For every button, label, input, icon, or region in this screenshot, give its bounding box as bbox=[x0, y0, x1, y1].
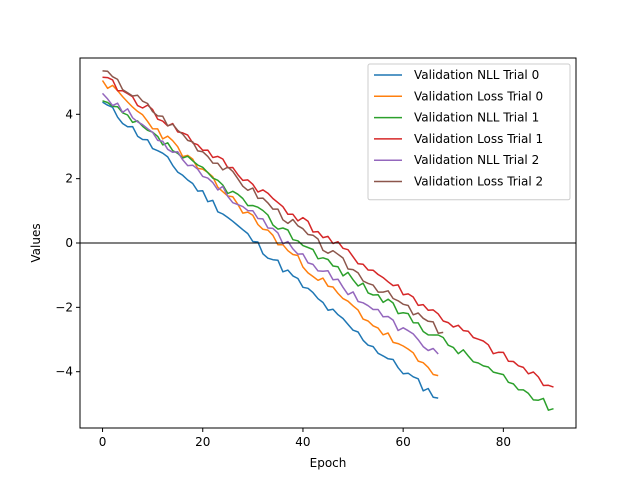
y-tick-label: 4 bbox=[65, 107, 73, 121]
series-lines bbox=[101, 70, 554, 411]
legend-entry-label: Validation Loss Trial 1 bbox=[414, 132, 543, 146]
legend-entry-label: Validation Loss Trial 2 bbox=[414, 175, 543, 189]
y-tick-label: 0 bbox=[65, 236, 73, 250]
x-tick-label: 0 bbox=[99, 435, 107, 449]
y-tick-label: −2 bbox=[55, 300, 73, 314]
series-line-2 bbox=[102, 100, 554, 411]
x-axis-ticks: 0 20 40 60 80 bbox=[99, 428, 511, 449]
legend-box bbox=[367, 63, 571, 201]
series-line-1 bbox=[101, 80, 439, 377]
x-tick-label: 80 bbox=[496, 435, 511, 449]
legend: Validation NLL Trial 0 Validation Loss Tr… bbox=[367, 63, 571, 201]
y-tick-label: −4 bbox=[55, 365, 73, 379]
y-axis-label: Values bbox=[29, 223, 43, 262]
series-line-0 bbox=[102, 101, 439, 399]
x-tick-label: 40 bbox=[295, 435, 310, 449]
x-tick-label: 60 bbox=[396, 435, 411, 449]
x-tick-label: 20 bbox=[195, 435, 210, 449]
series-line-4 bbox=[101, 92, 439, 355]
series-line-5 bbox=[102, 70, 444, 334]
legend-entry-label: Validation NLL Trial 1 bbox=[414, 111, 539, 125]
legend-entry-label: Validation Loss Trial 0 bbox=[414, 89, 543, 103]
legend-entry-label: Validation NLL Trial 2 bbox=[414, 153, 539, 167]
series-line-3 bbox=[102, 76, 554, 388]
legend-entry-label: Validation NLL Trial 0 bbox=[414, 68, 539, 82]
y-axis-ticks: −4 −2 0 2 4 bbox=[55, 107, 80, 379]
y-tick-label: 2 bbox=[65, 172, 73, 186]
x-axis-label: Epoch bbox=[310, 456, 347, 470]
